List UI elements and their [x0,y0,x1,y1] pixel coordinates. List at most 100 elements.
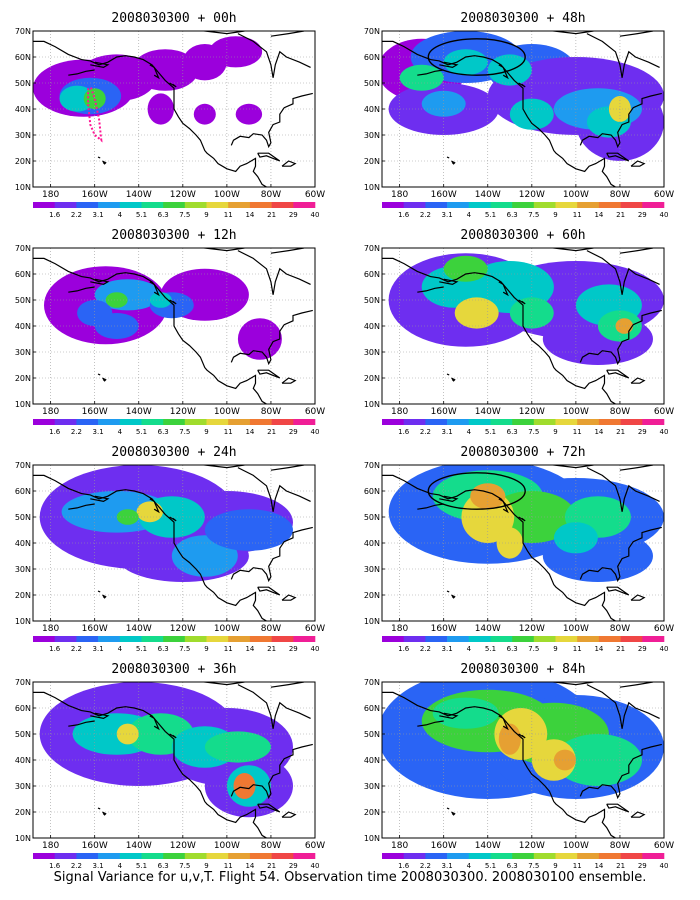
colorbar-swatch [620,419,643,425]
coastline [282,455,311,458]
colorbar-swatch [598,853,621,859]
colorbar-swatch [512,853,535,859]
colorbar-label: 21 [616,211,625,219]
coastline [282,238,311,241]
map-panel: 2008030300 + 36h 70N 60N 50N 40N 30N 20N 10N 180… [15,662,325,870]
coastline [619,248,654,254]
colorbar: 1.6 2.2 3.1 4 5.1 6.3 7.5 9 11 14 21 29 40 [382,636,668,653]
colorbar-label: 5.1 [136,211,147,219]
colorbar-swatch [425,419,448,425]
coastline [586,250,660,295]
flight-track [87,85,103,143]
colorbar-swatch [98,419,121,425]
colorbar-swatch [533,202,556,208]
lon-label: 180 [391,624,408,634]
colorbar-label: 4 [118,428,123,436]
colorbar-swatch [447,853,470,859]
lat-label: 70N [15,678,31,687]
colorbar-swatch [447,202,470,208]
coastline [631,238,660,241]
lon-label: 80W [610,190,630,200]
lat-label: 30N [364,782,380,791]
lat-label: 70N [364,27,380,36]
lat-label: 10N [15,183,31,192]
colorbar-swatch [228,636,251,642]
lat-label: 40N [364,539,380,548]
colorbar-swatch [447,419,470,425]
colorbar-label: 3.1 [442,211,453,219]
colorbar-label: 6.3 [158,862,169,870]
variance-contour [615,318,634,334]
lon-label: 140W [475,407,501,417]
colorbar-label: 6.3 [158,428,169,436]
coastline [270,682,305,688]
colorbar-label: 40 [660,862,669,870]
coastline [97,156,101,159]
lat-label: 40N [364,105,380,114]
colorbar-label: 2.2 [71,428,82,436]
variance-contour [204,509,293,551]
colorbar-swatch [76,853,99,859]
coastline [502,506,509,514]
colorbar-label: 7.5 [528,645,539,653]
colorbar: 1.6 2.2 3.1 4 5.1 6.3 7.5 9 11 14 21 29 40 [33,419,319,436]
colorbar: 1.6 2.2 3.1 4 5.1 6.3 7.5 9 11 14 21 29 40 [33,202,319,219]
colorbar-swatch [293,202,316,208]
lat-label: 50N [364,513,380,522]
lon-label: 120W [170,841,196,851]
coastline [68,286,95,293]
panel-title: 2008030300 + 24h [111,445,236,460]
colorbar-label: 7.5 [528,428,539,436]
lat-label: 70N [15,27,31,36]
lon-label: 60W [305,841,325,851]
coastline [630,160,646,167]
variance-contour [553,749,576,771]
coastline [446,156,450,159]
coastline [451,160,456,165]
lon-label: 160W [82,624,108,634]
lat-label: 10N [364,183,380,192]
variance-contour [116,509,139,525]
lon-label: 120W [170,407,196,417]
colorbar-label: 40 [311,211,320,219]
colorbar-label: 4 [118,862,123,870]
colorbar-swatch [403,202,426,208]
variance-contour [204,731,271,763]
lon-label: 100W [214,407,240,417]
colorbar-label: 2.2 [71,862,82,870]
colorbar-label: 5.1 [136,862,147,870]
variance-contour [498,723,521,755]
lon-label: 120W [170,190,196,200]
coastline [586,684,660,729]
colorbar-label: 14 [245,428,254,436]
region-ellipse [427,472,526,510]
colorbar-swatch [293,636,316,642]
coastline [68,69,95,76]
colorbar-swatch [468,202,491,208]
coastline [270,248,305,254]
coastline [619,682,654,688]
coastline [237,467,311,512]
colorbar-label: 21 [267,645,276,653]
variance-contour [147,93,174,125]
coastline [230,743,313,800]
colorbar-swatch [76,419,99,425]
colorbar-label: 6.3 [507,211,518,219]
colorbar-swatch [228,202,251,208]
variance-field [382,31,664,187]
lon-label: 100W [214,190,240,200]
coastline [153,723,160,731]
colorbar-label: 40 [311,428,320,436]
lon-label: 180 [391,841,408,851]
colorbar-label: 5.1 [485,862,496,870]
colorbar-swatch [468,419,491,425]
variance-contour [443,49,488,76]
colorbar-label: 14 [594,428,603,436]
coastline [547,465,594,469]
colorbar-label: 21 [616,862,625,870]
variance-contour [509,297,554,329]
colorbar-label: 1.6 [398,862,410,870]
lat-label: 60N [364,487,380,496]
colorbar-label: 5.1 [136,645,147,653]
panel-title: 2008030300 + 84h [460,662,585,677]
